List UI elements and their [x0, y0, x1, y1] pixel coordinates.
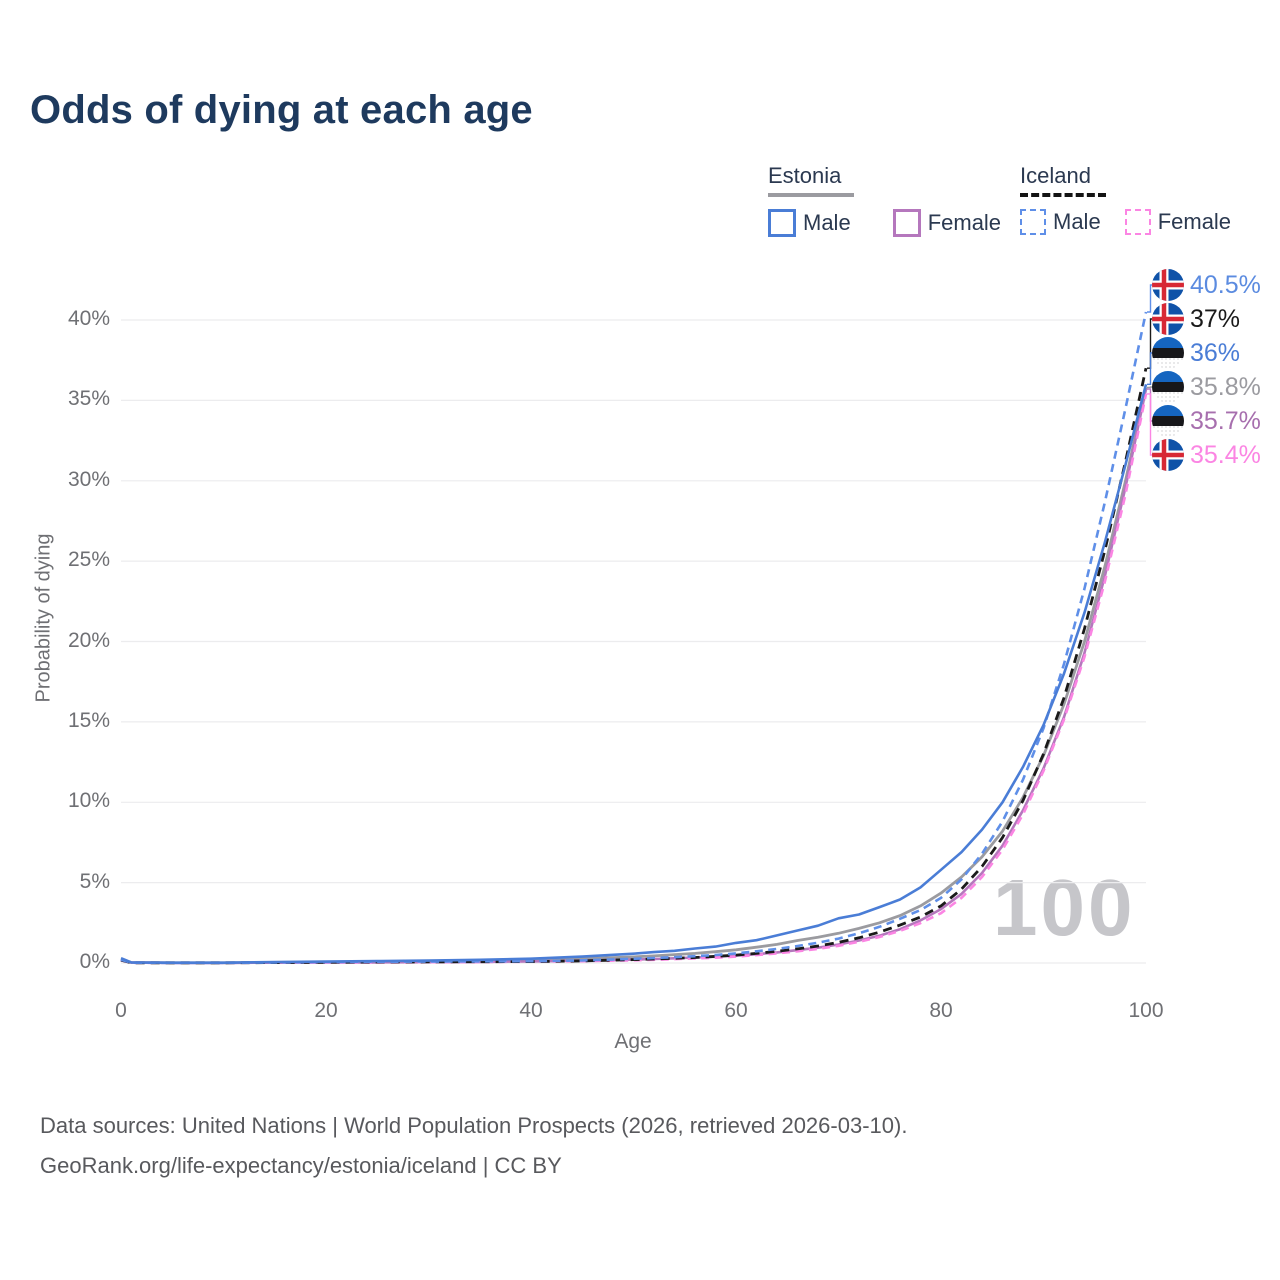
- legend-item-label: Female: [1157, 209, 1232, 234]
- estonia-flag-icon: [1152, 371, 1184, 403]
- series-line-iceland-female: [120, 393, 1148, 965]
- estonia-flag-icon: [1152, 405, 1184, 437]
- legend-item-estonia-female[interactable]: Female: [892, 209, 1002, 237]
- legend-item-label: Male: [1053, 209, 1101, 234]
- estonia-flag-icon: [1152, 337, 1184, 369]
- end-label-iceland-both-sexes: 37%: [1152, 303, 1240, 335]
- estonia-female-swatch: [892, 209, 921, 237]
- footer: Data sources: United Nations | World Pop…: [40, 1106, 907, 1186]
- legend-iceland-label: Iceland: [1020, 163, 1091, 188]
- legend-item-label: Male: [803, 210, 851, 235]
- y-tick-label: 15%: [67, 708, 110, 732]
- legend-group-iceland: Iceland Male Female: [1020, 163, 1255, 235]
- legend-estonia-label: Estonia: [768, 163, 842, 188]
- x-tick-label: 0: [115, 999, 127, 1022]
- end-label-iceland-male: 40.5%: [1152, 269, 1261, 301]
- series-line-estonia-female: [120, 388, 1148, 965]
- x-tick-label: 20: [314, 999, 338, 1022]
- age-ticker: 100: [993, 863, 1136, 952]
- y-tick-label: 30%: [67, 467, 110, 491]
- end-label-iceland-female: 35.4%: [1152, 439, 1261, 471]
- legend-group-estonia: Estonia Male Female: [768, 163, 1043, 237]
- x-tick-label: 80: [929, 999, 953, 1022]
- x-tick-label: 100: [1128, 999, 1164, 1022]
- end-label-value: 37%: [1190, 304, 1241, 333]
- iceland-female-swatch: [1124, 209, 1151, 235]
- iceland-flag-icon: [1152, 269, 1184, 301]
- footer-link: GeoRank.org/life-expectancy/estonia/icel…: [40, 1153, 562, 1178]
- y-tick-label: 0%: [79, 950, 110, 973]
- y-tick-label: 20%: [67, 628, 110, 652]
- x-axis-title: Age: [614, 1030, 652, 1053]
- series-line-estonia-both-sexes: [120, 387, 1148, 965]
- iceland-male-swatch: [1020, 209, 1046, 235]
- end-label-estonia-both-sexes: 35.8%: [1152, 371, 1261, 403]
- y-tick-label: 25%: [67, 548, 110, 572]
- series-line-iceland-both-sexes: [120, 367, 1148, 965]
- end-label-value: 35.4%: [1190, 440, 1261, 469]
- x-tick-label: 40: [519, 999, 543, 1022]
- series-line-estonia-male: [120, 383, 1148, 964]
- legend-item-iceland-male[interactable]: Male: [1020, 209, 1101, 235]
- end-label-value: 36%: [1190, 338, 1241, 367]
- estonia-male-swatch: [768, 209, 796, 237]
- end-label-value: 35.7%: [1190, 406, 1261, 435]
- y-tick-label: 40%: [67, 307, 110, 330]
- legend-item-label: Female: [927, 210, 1002, 235]
- footer-sources: Data sources: United Nations | World Pop…: [40, 1113, 908, 1138]
- end-label-estonia-male: 36%: [1152, 337, 1240, 369]
- legend-item-estonia-male[interactable]: Male: [768, 209, 851, 237]
- legend-iceland-line-sample: [1020, 193, 1106, 197]
- end-label-estonia-female: 35.7%: [1152, 405, 1261, 437]
- chart-title: Odds of dying at each age: [30, 88, 533, 132]
- y-tick-label: 5%: [79, 869, 110, 893]
- iceland-flag-icon: [1152, 303, 1184, 335]
- legend-estonia-line-sample: [768, 193, 854, 197]
- iceland-flag-icon: [1152, 439, 1184, 471]
- x-tick-label: 60: [724, 999, 748, 1022]
- y-tick-label: 10%: [67, 789, 110, 813]
- legend-item-iceland-female[interactable]: Female: [1124, 209, 1232, 235]
- y-tick-label: 35%: [67, 387, 110, 411]
- end-label-value: 35.8%: [1190, 372, 1261, 401]
- end-label-value: 40.5%: [1190, 270, 1261, 299]
